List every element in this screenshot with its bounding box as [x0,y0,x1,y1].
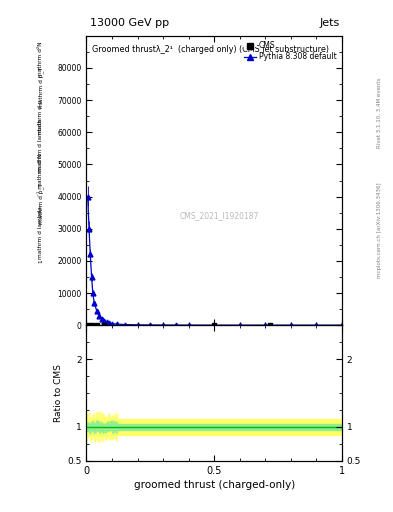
Pythia 8.308 default [148,322,152,328]
X-axis label: groomed thrust (charged-only): groomed thrust (charged-only) [134,480,295,490]
Text: CMS_2021_I1920187: CMS_2021_I1920187 [180,211,259,220]
Pythia 8.308 default [314,322,319,328]
CMS [89,322,94,328]
Text: mathrm d²N: mathrm d²N [38,41,43,77]
Text: mathrm d lambda: mathrm d lambda [38,119,43,172]
Pythia 8.308 default [340,322,344,328]
Text: Groomed thrustλ_2¹  (charged only) (CMS jet substructure): Groomed thrustλ_2¹ (charged only) (CMS j… [92,45,329,54]
Pythia 8.308 default [110,321,114,327]
CMS [102,322,107,328]
Pythia 8.308 default [88,251,93,258]
Text: mathrm d p: mathrm d p [38,100,43,134]
CMS [85,322,90,328]
Pythia 8.308 default [263,322,268,328]
Pythia 8.308 default [102,318,107,324]
Text: mathrm d p_T: mathrm d p_T [38,183,44,224]
Text: ⁻¹ mathrm d N: ⁻¹ mathrm d N [38,154,43,196]
CMS [94,322,99,328]
Pythia 8.308 default [237,322,242,328]
CMS [268,322,273,328]
Text: Jets: Jets [320,18,340,28]
Text: Rivet 3.1.10, 3.4M events: Rivet 3.1.10, 3.4M events [377,77,382,148]
Pythia 8.308 default [97,313,101,319]
Pythia 8.308 default [85,194,90,200]
Line: CMS: CMS [85,323,273,328]
Pythia 8.308 default [123,322,127,328]
Text: 13000 GeV pp: 13000 GeV pp [90,18,169,28]
Text: mathrm d p_T: mathrm d p_T [38,68,44,109]
Text: mcplots.cern.ch [arXiv:1306.3436]: mcplots.cern.ch [arXiv:1306.3436] [377,183,382,278]
Pythia 8.308 default [288,322,293,328]
Pythia 8.308 default [105,319,109,325]
Pythia 8.308 default [86,226,91,232]
Pythia 8.308 default [174,322,178,328]
Pythia 8.308 default [107,320,112,326]
Pythia 8.308 default [135,322,140,328]
Pythia 8.308 default [161,322,165,328]
Pythia 8.308 default [92,300,97,306]
Text: mathrm d lambda: mathrm d lambda [38,206,43,259]
Pythia 8.308 default [99,316,104,323]
Pythia 8.308 default [212,322,217,328]
Pythia 8.308 default [94,308,99,314]
Legend: CMS, Pythia 8.308 default: CMS, Pythia 8.308 default [241,38,340,65]
Pythia 8.308 default [89,274,94,280]
Line: Pythia 8.308 default: Pythia 8.308 default [85,194,344,328]
Pythia 8.308 default [115,321,119,327]
Text: 1: 1 [38,260,43,263]
Y-axis label: Ratio to CMS: Ratio to CMS [54,364,63,422]
Pythia 8.308 default [90,290,95,296]
Pythia 8.308 default [186,322,191,328]
CMS [212,322,217,328]
